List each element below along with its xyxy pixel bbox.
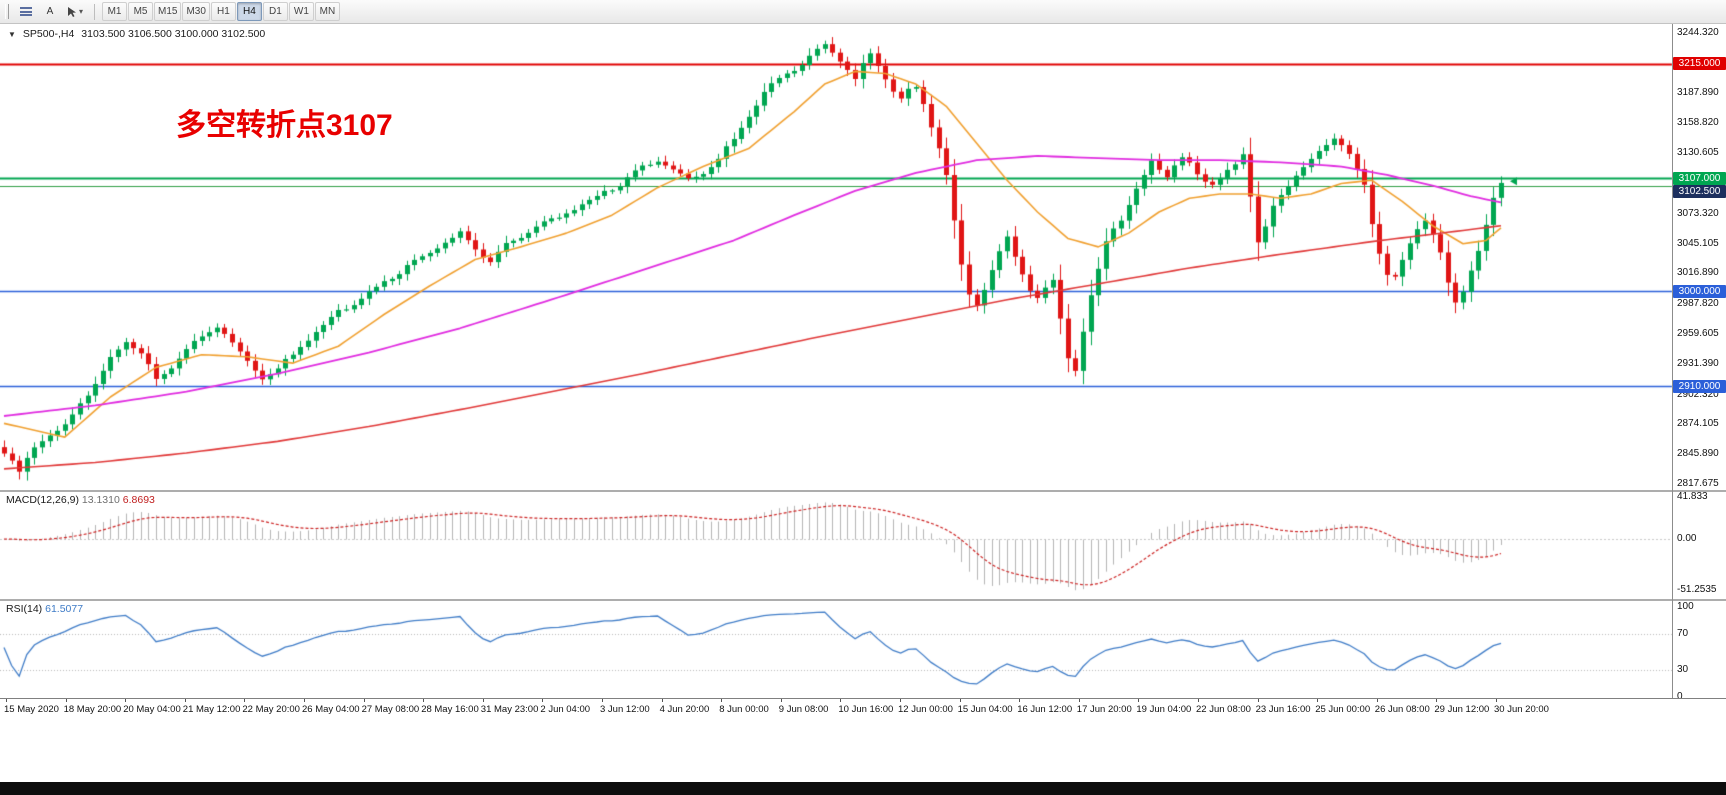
toolbar-separator [94,3,96,20]
time-axis-label: 17 Jun 20:00 [1076,704,1132,715]
time-tick [661,699,663,702]
time-tick [363,699,365,702]
chart-lines-icon [20,6,32,18]
time-axis-label: 25 Jun 00:00 [1315,704,1371,715]
timeframe-group: M1 M5 M15 M30 H1 H4 D1 W1 MN [102,2,341,21]
timeframe-button-m15[interactable]: M15 [154,2,182,21]
timeframe-button-mn[interactable]: MN [314,2,340,21]
pane-separator[interactable] [0,599,1726,601]
time-tick [125,699,127,702]
text-tool-icon: A [46,6,54,17]
macd-name: MACD(12,26,9) [6,494,79,506]
time-tick [304,699,305,702]
symbol-name: SP500-,H4 [22,28,75,40]
time-axis-label: 8 Jun 00:00 [719,704,769,715]
timeframe-button-d1[interactable]: D1 [262,2,288,21]
cursor-tool-button[interactable]: ▾ [63,2,87,21]
main-chart-canvas[interactable] [0,24,1726,490]
text-tool-button[interactable]: A [39,2,61,21]
timeframe-button-m30[interactable]: M30 [182,2,210,21]
time-axis-label: 31 May 23:00 [480,704,539,715]
time-tick [1019,699,1021,702]
time-axis-label: 20 May 04:00 [123,704,181,715]
time-tick [65,699,67,702]
time-tick [900,699,901,702]
time-tick [1138,699,1140,702]
taskbar[interactable] [0,782,1726,795]
time-tick [1078,699,1080,702]
time-tick [840,699,842,702]
time-axis[interactable]: 15 May 2020 18 May 20:00 20 May 04:00 21 Ma… [0,698,1726,717]
time-axis-label: 26 Jun 08:00 [1374,704,1430,715]
top-toolbar: A ▾ M1 M5 M15 M30 H1 H4 D1 W1 MN [0,0,1726,24]
toolbar-grip[interactable] [5,4,9,19]
time-axis-label: 26 May 04:00 [302,704,360,715]
time-axis-label: 2 Jun 04:00 [540,704,591,715]
time-tick [1257,699,1259,702]
time-axis-label: 16 Jun 12:00 [1017,704,1073,715]
time-axis-label: 22 May 20:00 [242,704,300,715]
chart-annotation[interactable]: 多空转折点3107 [176,109,393,142]
rsi-label: RSI(14) 61.5077 [6,603,83,615]
time-axis-label: 10 Jun 16:00 [838,704,894,715]
time-axis-label: 9 Jun 08:00 [778,704,829,715]
time-axis-label: 4 Jun 20:00 [659,704,710,715]
time-axis-label: 19 Jun 04:00 [1136,704,1192,715]
rsi-name: RSI(14) [6,603,43,615]
time-axis-label: 18 May 20:00 [63,704,122,715]
time-tick [6,699,7,702]
time-axis-label: 30 Jun 20:00 [1494,704,1549,715]
time-axis-label: 21 May 12:00 [182,704,241,715]
time-tick [184,699,186,702]
time-tick [721,699,723,702]
time-tick [1376,699,1378,702]
time-axis-label: 29 Jun 12:00 [1434,704,1490,715]
symbol-menu-icon[interactable]: ▼ [8,29,16,39]
time-tick [780,699,782,702]
time-tick [542,699,544,702]
rsi-value: 61.5077 [45,603,84,615]
time-axis-label: 12 Jun 00:00 [898,704,953,715]
time-axis-label: 15 Jun 04:00 [957,704,1013,715]
time-tick [959,699,961,702]
macd-label: MACD(12,26,9) 13.1310 6.8693 [6,494,155,506]
timeframe-button-h4[interactable]: H4 [236,2,262,21]
timeframe-button-h1[interactable]: H1 [210,2,236,21]
time-axis-label: 27 May 08:00 [361,704,420,715]
time-tick [1317,699,1319,702]
macd-signal-value: 6.8693 [122,494,155,506]
time-tick [423,699,425,702]
macd-main-value: 13.1310 [81,494,120,506]
chart-tool-button[interactable] [15,2,37,21]
cursor-icon [68,6,76,17]
symbol-ohlc: 3103.500 3106.500 3100.000 3102.500 [81,28,266,40]
time-axis-label: 28 May 16:00 [421,704,479,715]
time-tick [244,699,246,702]
time-tick [482,699,484,702]
timeframe-button-m5[interactable]: M5 [128,2,154,21]
macd-pane-canvas[interactable] [0,492,1726,599]
time-tick [1198,699,1199,702]
rsi-pane-canvas[interactable] [0,601,1726,698]
symbol-info: ▼ SP500-,H4 3103.500 3106.500 3100.000 3… [8,28,265,40]
timeframe-button-w1[interactable]: W1 [288,2,314,21]
timeframe-button-m1[interactable]: M1 [102,2,128,21]
time-axis-label: 3 Jun 12:00 [600,704,650,715]
time-tick [1436,699,1438,702]
time-tick [602,699,603,702]
time-axis-label: 23 Jun 16:00 [1255,704,1311,715]
price-axis-border [1672,24,1673,698]
time-tick [1496,699,1497,702]
chevron-down-icon: ▾ [79,7,84,16]
pane-separator[interactable] [0,490,1726,492]
time-axis-label: 15 May 2020 [4,704,59,715]
time-axis-label: 22 Jun 08:00 [1196,704,1251,715]
